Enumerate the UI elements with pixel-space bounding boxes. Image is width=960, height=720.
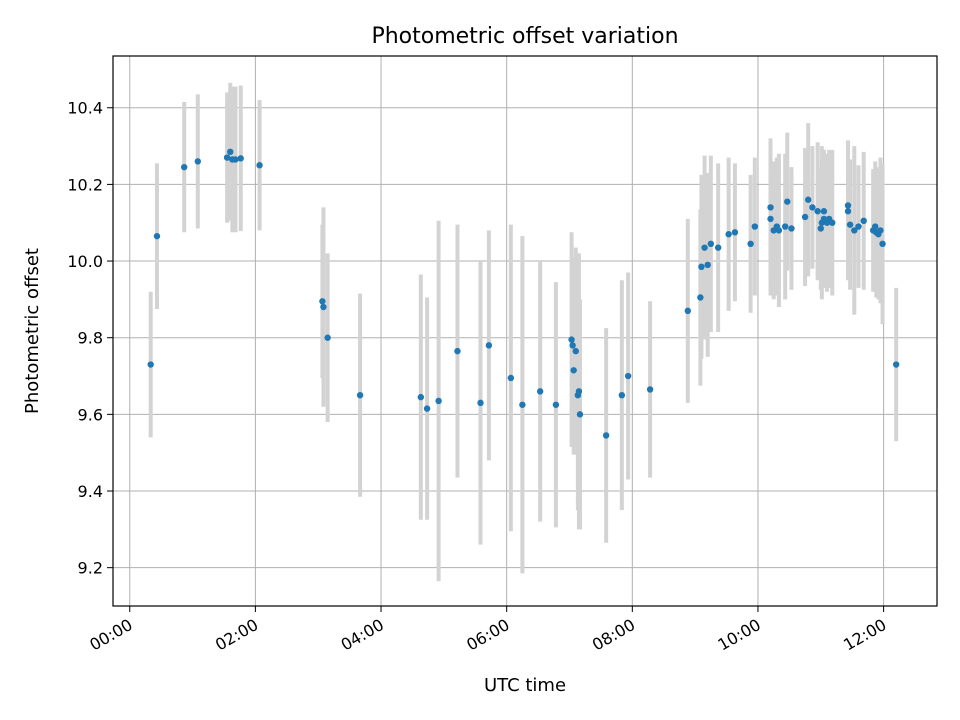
data-point xyxy=(646,386,654,393)
data-point xyxy=(519,401,526,408)
data-point xyxy=(507,374,515,382)
data-point xyxy=(356,391,364,399)
data-point xyxy=(572,347,579,355)
data-point xyxy=(153,232,161,240)
data-point xyxy=(846,221,854,228)
data-point xyxy=(877,227,884,234)
chart-title: Photometric offset variation xyxy=(371,24,678,49)
y-tick-label: 10.0 xyxy=(67,252,103,271)
data-point xyxy=(232,156,239,163)
data-point xyxy=(829,219,836,226)
data-point xyxy=(817,225,824,232)
y-tick-label: 9.8 xyxy=(78,329,103,348)
data-point xyxy=(860,217,867,225)
data-point xyxy=(775,227,783,234)
data-point xyxy=(180,163,188,171)
data-point xyxy=(536,388,544,395)
y-tick-label: 9.6 xyxy=(78,405,103,424)
data-point xyxy=(454,347,461,355)
data-point xyxy=(801,213,809,221)
data-point xyxy=(320,303,327,311)
data-point xyxy=(725,231,732,238)
data-points xyxy=(147,148,900,439)
y-tick-label: 10.2 xyxy=(67,175,103,194)
data-point xyxy=(698,263,705,271)
data-point xyxy=(767,204,774,211)
data-point xyxy=(618,391,626,399)
data-point xyxy=(731,229,739,236)
data-point xyxy=(751,223,759,230)
data-point xyxy=(147,361,154,368)
data-point xyxy=(788,225,795,232)
data-point xyxy=(844,208,852,215)
data-point xyxy=(781,223,789,230)
y-tick-label: 9.4 xyxy=(78,482,103,501)
data-point xyxy=(805,196,812,203)
data-point xyxy=(701,244,708,251)
data-point xyxy=(223,154,231,161)
data-point xyxy=(477,399,484,407)
data-point xyxy=(227,148,234,156)
data-point xyxy=(485,342,493,349)
plot-frame xyxy=(112,55,938,607)
data-point xyxy=(851,227,858,234)
y-axis-label: Photometric offset xyxy=(22,248,43,414)
grid-lines xyxy=(113,56,937,606)
data-point xyxy=(814,208,821,215)
data-point xyxy=(576,411,584,418)
data-point xyxy=(624,372,632,380)
y-tick-label: 10.4 xyxy=(67,99,103,118)
data-point xyxy=(784,198,791,205)
data-point xyxy=(820,208,828,215)
data-point xyxy=(568,336,575,343)
data-point xyxy=(256,162,263,169)
data-point xyxy=(747,240,754,248)
data-point xyxy=(809,204,816,211)
data-point xyxy=(569,342,576,349)
data-point xyxy=(575,388,583,395)
data-point xyxy=(684,307,692,315)
data-point xyxy=(194,158,202,165)
data-point xyxy=(602,432,610,439)
data-point xyxy=(319,298,326,305)
data-point xyxy=(697,294,704,301)
x-axis-label: UTC time xyxy=(484,675,566,696)
data-point xyxy=(707,240,715,248)
data-point xyxy=(417,393,425,401)
data-point xyxy=(237,155,244,162)
y-tick-label: 9.2 xyxy=(78,559,103,578)
data-point xyxy=(704,261,711,269)
data-point xyxy=(879,240,886,248)
data-point xyxy=(855,223,862,230)
data-point xyxy=(423,405,431,412)
data-point xyxy=(844,202,852,209)
data-point xyxy=(767,215,774,223)
data-point xyxy=(714,244,722,251)
data-point xyxy=(570,367,577,374)
data-point xyxy=(552,401,560,408)
data-point xyxy=(892,361,900,368)
data-point xyxy=(324,334,331,341)
data-point xyxy=(872,223,879,230)
data-point xyxy=(435,397,442,405)
